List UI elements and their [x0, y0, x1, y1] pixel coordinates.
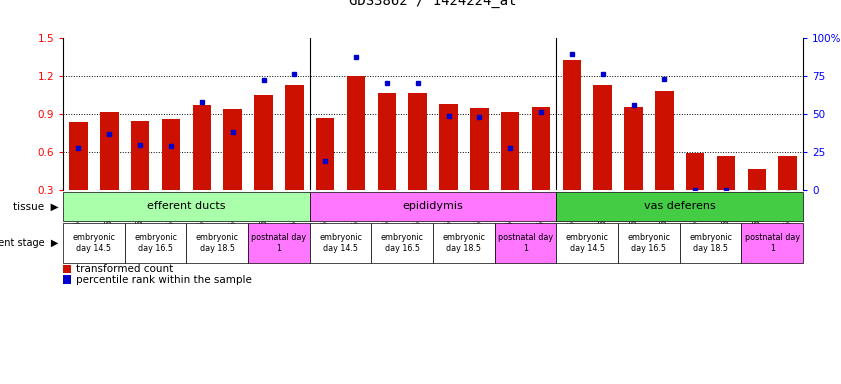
Text: embryonic
day 14.5: embryonic day 14.5: [72, 233, 115, 253]
Bar: [532, 107, 550, 190]
Bar: [309, 223, 372, 263]
Text: embryonic
day 16.5: embryonic day 16.5: [381, 233, 424, 253]
Bar: [187, 223, 248, 263]
Bar: [316, 118, 335, 190]
Bar: [618, 223, 680, 263]
Text: embryonic
day 14.5: embryonic day 14.5: [566, 233, 609, 253]
Bar: [557, 223, 618, 263]
Bar: [680, 223, 742, 263]
Bar: [63, 192, 309, 221]
Bar: [624, 107, 643, 190]
Text: postnatal day
1: postnatal day 1: [251, 233, 306, 253]
Bar: [100, 112, 119, 190]
Bar: [131, 121, 150, 190]
Bar: [63, 275, 71, 284]
Text: postnatal day
1: postnatal day 1: [745, 233, 800, 253]
Bar: [254, 95, 272, 190]
Bar: [309, 192, 557, 221]
Bar: [557, 192, 803, 221]
Bar: [161, 119, 180, 190]
Bar: [594, 85, 612, 190]
Bar: [495, 223, 557, 263]
Bar: [717, 156, 735, 190]
Text: embryonic
day 14.5: embryonic day 14.5: [319, 233, 362, 253]
Bar: [63, 223, 124, 263]
Bar: [378, 93, 396, 190]
Bar: [248, 223, 309, 263]
Text: vas deferens: vas deferens: [644, 201, 716, 212]
Bar: [124, 223, 187, 263]
Bar: [655, 91, 674, 190]
Bar: [372, 223, 433, 263]
Bar: [501, 112, 520, 190]
Text: efferent ducts: efferent ducts: [147, 201, 225, 212]
Bar: [779, 156, 797, 190]
Text: development stage  ▶: development stage ▶: [0, 238, 59, 248]
Bar: [748, 169, 766, 190]
Text: tissue  ▶: tissue ▶: [13, 201, 59, 212]
Text: embryonic
day 18.5: embryonic day 18.5: [442, 233, 485, 253]
Bar: [563, 60, 581, 190]
Bar: [69, 122, 87, 190]
Bar: [193, 105, 211, 190]
Text: embryonic
day 18.5: embryonic day 18.5: [196, 233, 239, 253]
Text: postnatal day
1: postnatal day 1: [498, 233, 553, 253]
Text: epididymis: epididymis: [403, 201, 463, 212]
Bar: [63, 265, 71, 273]
Bar: [686, 154, 705, 190]
Text: GDS3862 / 1424224_at: GDS3862 / 1424224_at: [349, 0, 517, 8]
Text: transformed count: transformed count: [76, 264, 172, 274]
Bar: [742, 223, 803, 263]
Text: embryonic
day 16.5: embryonic day 16.5: [134, 233, 177, 253]
Bar: [439, 104, 458, 190]
Bar: [433, 223, 495, 263]
Bar: [224, 109, 242, 190]
Bar: [409, 93, 427, 190]
Bar: [470, 108, 489, 190]
Bar: [346, 76, 365, 190]
Text: percentile rank within the sample: percentile rank within the sample: [76, 275, 251, 285]
Bar: [285, 85, 304, 190]
Text: embryonic
day 16.5: embryonic day 16.5: [627, 233, 670, 253]
Text: embryonic
day 18.5: embryonic day 18.5: [689, 233, 733, 253]
